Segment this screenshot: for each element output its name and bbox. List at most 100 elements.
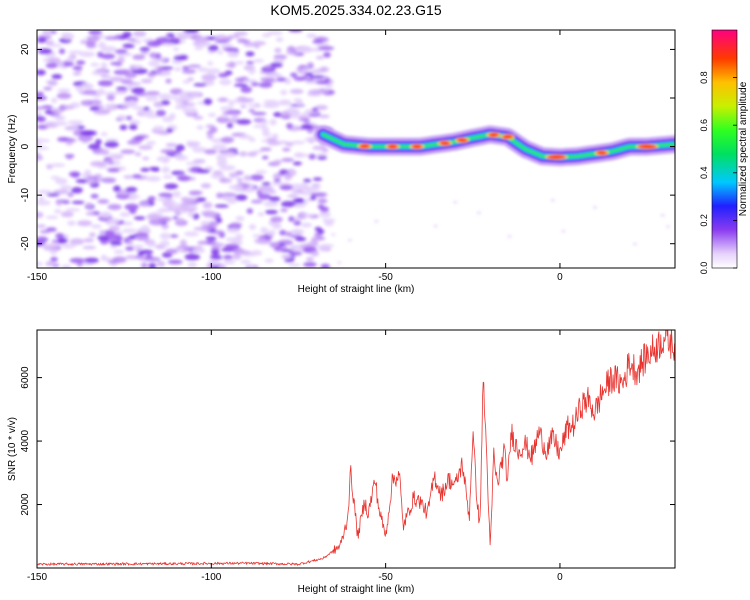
colorbar-tick-label: 0.8 <box>699 71 709 84</box>
noise-speckle <box>128 234 137 240</box>
noise-speckle <box>37 200 51 206</box>
noise-speckle <box>39 230 51 234</box>
noise-speckle <box>337 261 342 264</box>
noise-speckle <box>83 238 94 243</box>
noise-speckle <box>55 177 68 185</box>
noise-speckle <box>91 99 101 106</box>
noise-speckle <box>127 100 138 106</box>
noise-speckle <box>261 182 271 186</box>
noise-speckle <box>37 236 49 243</box>
noise-speckle <box>311 107 319 113</box>
noise-speckle <box>62 32 75 40</box>
noise-speckle <box>189 92 201 98</box>
noise-speckle <box>293 76 307 81</box>
noise-speckle <box>276 77 287 82</box>
noise-speckle <box>250 250 263 256</box>
noise-speckle <box>288 170 297 175</box>
noise-speckle <box>211 249 220 256</box>
noise-speckle <box>240 104 247 109</box>
noise-speckle <box>318 46 335 51</box>
noise-speckle <box>182 66 190 70</box>
noise-speckle <box>182 107 198 115</box>
noise-speckle <box>285 231 293 237</box>
noise-speckle <box>145 175 161 182</box>
noise-speckle <box>189 141 201 147</box>
noise-speckle <box>248 223 257 231</box>
noise-speckle <box>205 81 215 86</box>
noise-speckle <box>146 40 162 47</box>
noise-speckle <box>203 98 213 106</box>
noise-speckle <box>81 83 91 89</box>
noise-speckle <box>83 89 98 96</box>
noise-speckle <box>223 259 236 265</box>
noise-speckle <box>109 76 125 82</box>
noise-speckle <box>260 227 268 234</box>
noise-speckle <box>146 214 161 220</box>
noise-speckle <box>173 47 180 51</box>
noise-speckle <box>70 186 83 194</box>
noise-speckle <box>109 61 123 66</box>
noise-speckle <box>226 227 241 233</box>
noise-speckle <box>210 254 222 260</box>
noise-speckle <box>200 183 212 189</box>
noise-speckle <box>183 231 199 237</box>
noise-speckle <box>159 240 170 247</box>
noise-speckle <box>315 104 328 111</box>
noise-speckle <box>194 36 208 43</box>
noise-speckle <box>147 196 156 202</box>
noise-speckle <box>314 226 322 232</box>
noise-speckle <box>290 72 298 78</box>
noise-speckle <box>235 233 244 240</box>
noise-speckle <box>82 245 97 250</box>
frequency-ridge <box>313 125 675 167</box>
noise-speckle <box>125 246 135 251</box>
noise-speckle <box>303 178 312 183</box>
noise-speckle <box>193 115 204 120</box>
noise-speckle <box>158 216 172 222</box>
noise-speckle <box>142 106 150 111</box>
spectrogram-x-tick-label: 0 <box>557 272 563 283</box>
noise-speckle <box>37 91 45 96</box>
noise-speckle <box>146 241 157 248</box>
noise-speckle <box>262 155 269 160</box>
noise-speckle <box>257 185 274 192</box>
noise-speckle <box>125 82 141 86</box>
snr-x-tick-label: -150 <box>27 572 47 583</box>
noise-speckle <box>228 172 239 178</box>
noise-speckle <box>46 193 60 197</box>
noise-speckle <box>310 195 317 201</box>
noise-speckle <box>303 262 317 268</box>
noise-speckle <box>317 155 327 160</box>
noise-speckle <box>433 224 438 228</box>
noise-speckle <box>108 225 120 232</box>
noise-speckle <box>183 30 200 34</box>
noise-speckle <box>225 62 237 68</box>
spectrogram-x-axis-label: Height of straight line (km) <box>298 284 415 295</box>
noise-speckle <box>127 38 137 42</box>
noise-speckle <box>49 163 66 168</box>
noise-speckle <box>204 149 217 155</box>
noise-speckle <box>301 222 313 228</box>
noise-speckle <box>100 177 117 184</box>
noise-speckle <box>273 58 285 64</box>
spectrogram-y-tick-label: 0 <box>20 143 31 149</box>
colorbar-tick-label: 0.2 <box>699 214 709 227</box>
colorbar-tick-label: 0.0 <box>699 262 709 275</box>
noise-speckle <box>125 255 138 260</box>
noise-speckle <box>222 111 236 115</box>
noise-speckle <box>279 184 293 191</box>
noise-speckle <box>68 50 84 55</box>
noise-speckle <box>175 98 183 105</box>
noise-speckle <box>129 119 141 126</box>
noise-speckle <box>37 116 47 123</box>
noise-speckle <box>561 229 566 233</box>
noise-speckle <box>184 253 201 261</box>
noise-speckle <box>280 208 288 213</box>
noise-speckle <box>140 262 148 268</box>
noise-speckle <box>258 81 273 88</box>
noise-speckle <box>174 153 184 160</box>
spectrogram-x-tick-label: -100 <box>201 272 221 283</box>
noise-speckle <box>86 178 97 184</box>
